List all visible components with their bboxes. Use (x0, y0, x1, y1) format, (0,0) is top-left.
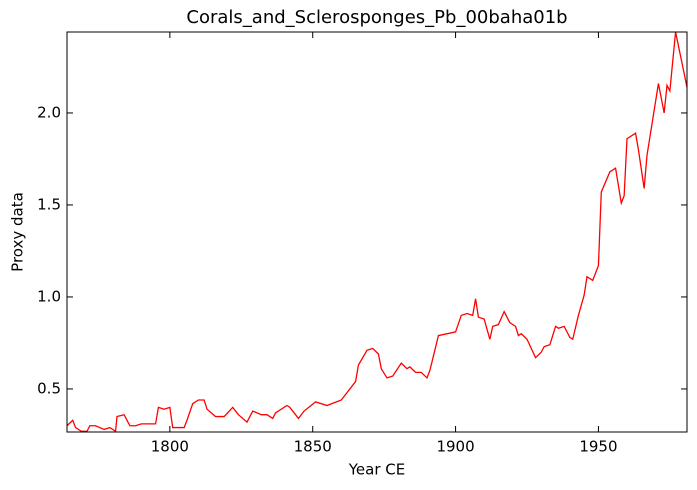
x-tick-label: 1800 (151, 438, 189, 456)
data-line (66, 31, 688, 433)
x-axis-label: Year CE (348, 461, 405, 479)
y-tick-label: 0.5 (37, 379, 61, 397)
y-tick-label: 1.0 (37, 287, 61, 305)
x-tick-label: 1950 (579, 438, 617, 456)
y-tick-label: 1.5 (37, 195, 61, 213)
x-tick-label: 1850 (294, 438, 332, 456)
x-tick-label: 1900 (436, 438, 474, 456)
plot-frame (66, 31, 688, 433)
y-axis-label: Proxy data (9, 192, 27, 272)
y-tick-label: 2.0 (37, 103, 61, 121)
chart-title: Corals_and_Sclerosponges_Pb_00baha01b (186, 7, 567, 28)
